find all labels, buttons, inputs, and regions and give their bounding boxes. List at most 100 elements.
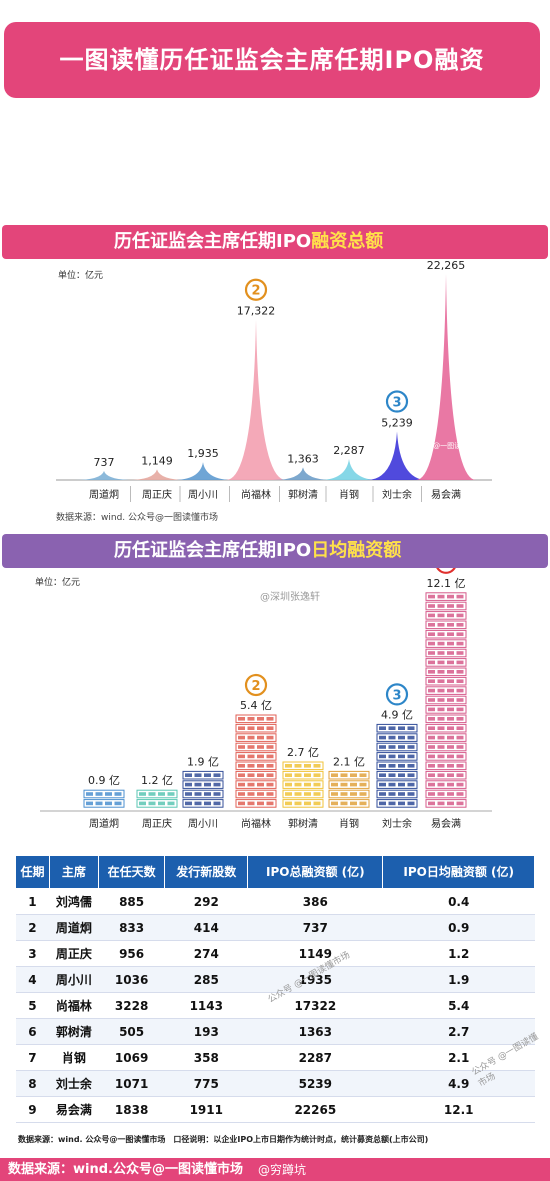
chart2-bar-cell [425,629,467,639]
table-header-cell: IPO日均融资额 (亿) [382,855,535,889]
chart2-bar-dot [185,782,192,787]
chart2-bar-dot [285,773,292,777]
chart2-bar-dot [428,698,435,702]
chart2-bar-cell [235,799,277,808]
table-cell: 22265 [247,1096,383,1123]
chart2-bar-dot [437,660,445,665]
chart2-bar-dot [428,726,435,730]
chart2-bar-dot [238,754,245,759]
chart2-bar-dot [285,801,292,806]
chart2-rank-badge [244,673,268,697]
chart2-bar-dot [350,782,357,787]
table-row: 8 刘士余 1071 775 5239 4.9 [15,1070,535,1097]
chart2-bar-dot [456,773,464,777]
chart2-bar-dot [437,707,445,712]
chart2-bar-dot [304,764,311,768]
chart2-bar-dot [388,764,396,768]
table-cell: 4 [15,966,50,993]
chart2-bar-dot [238,764,245,768]
chart1-peak [273,467,333,480]
table-cell: 1071 [98,1070,165,1097]
chart2-bar-cell [182,770,224,780]
chart2-bar-dot [447,651,454,655]
chart2-bar-dot [407,792,415,796]
chart2-bar-dot [379,726,386,730]
chart2-bar-dot [313,764,321,768]
chart2-bar-dot [407,735,415,740]
chart2-bar-dot [388,801,396,806]
chart2-bar-dot [428,792,435,796]
chart2-bar-dot [158,801,165,806]
chart1-peak [319,458,379,480]
chart2-bar-dot [428,613,435,618]
chart2-bar-dot [447,698,454,702]
chart2-bar-dot [437,613,445,618]
chart1-category-label: 周道炯 [89,488,119,501]
data-table: 任期 主席 在任天数 发行新股数 IPO总融资额 (亿) IPO日均融资额 (亿) 1 刘鸿… [15,855,535,1123]
chart2-bar-dot [407,782,415,787]
table-cell: 1069 [98,1044,165,1071]
chart2-bar-dot [238,801,245,806]
chart2-bar-dot [437,604,445,608]
table-cell: 3228 [98,992,165,1019]
chart2-bar-cell [376,780,418,789]
chart1-value-label: 5,239 [381,417,413,430]
chart2-bar-dot [340,773,348,777]
chart2-bar-dot [350,801,357,806]
table-note: 数据来源：wind. 公众号@一图读懂市场 口径说明：以企业IPO上市日期作为统… [18,1135,429,1144]
chart2-bar-dot [238,782,245,787]
chart2-bar-dot [388,735,396,740]
chart2-bar-cell [376,752,418,761]
chart2-bar-dot [428,660,435,665]
chart2-bar-dot [359,773,367,777]
chart2-bar-dot [379,801,386,806]
table-cell: 周小川 [49,966,99,993]
table-cell: 1149 [247,940,383,967]
chart2-bar-dot [398,782,405,787]
chart2-bar-dot [437,735,445,740]
chart2-bar-dot [379,754,386,759]
chart2-bar-dot [428,745,435,749]
chart2-bar-cell [425,658,467,667]
table-cell: 5239 [247,1070,383,1097]
chart2-bar-cell [235,723,277,733]
chart2-bar-dot [238,792,245,796]
chart2-bar-dot [437,801,445,806]
chart2-bar-dot [428,670,435,674]
table-row: 5 尚福林 3228 1143 17322 5.4 [15,992,535,1019]
chart2-rank-badge [436,568,456,574]
chart2-rank-number: 2 [251,679,260,694]
table-header-row: 任期 主席 在任天数 发行新股数 IPO总融资额 (亿) IPO日均融资额 (亿) [15,855,535,889]
chart2-rank-number: 1 [441,568,450,572]
chart1-title: 历任证监会主席任期IPO融资总额 [2,225,548,259]
chart2-bar-dot [456,735,464,740]
chart2-bar-dot [304,792,311,796]
chart2-bar-dot [456,782,464,787]
chart2-bar-dot [447,726,454,730]
table-cell: 刘鸿儒 [49,888,99,915]
chart2-bar-dot [447,660,454,665]
table-cell: 0.4 [382,888,535,915]
table-cell: 1363 [247,1018,383,1045]
chart2-bar-dot [388,792,396,796]
chart2-bar-cell [376,789,418,799]
chart2-bar-dot [257,801,264,806]
chart2-bar-dot [194,782,202,787]
chart2-bar-cell [425,611,467,620]
chart2-bar-dot [158,792,165,796]
chart2-bar-dot [437,773,445,777]
chart2-bar-cell [328,799,370,808]
chart2-bar-dot [437,782,445,787]
chart2-bar-dot [204,801,211,806]
table-cell: 1935 [247,966,383,993]
table-cell: 285 [164,966,248,993]
chart2-bar-dot [359,782,367,787]
chart2-category-label: 周正庆 [142,817,172,830]
chart2-bar-dot [238,717,245,721]
chart2-bar-dot [437,698,445,702]
chart2-bar-dot [428,641,435,646]
table-cell: 肖钢 [49,1044,99,1071]
chart2-bar-cell [425,705,467,714]
chart2-bar-cell [425,667,467,677]
chart2-category-label: 尚福林 [241,817,271,830]
